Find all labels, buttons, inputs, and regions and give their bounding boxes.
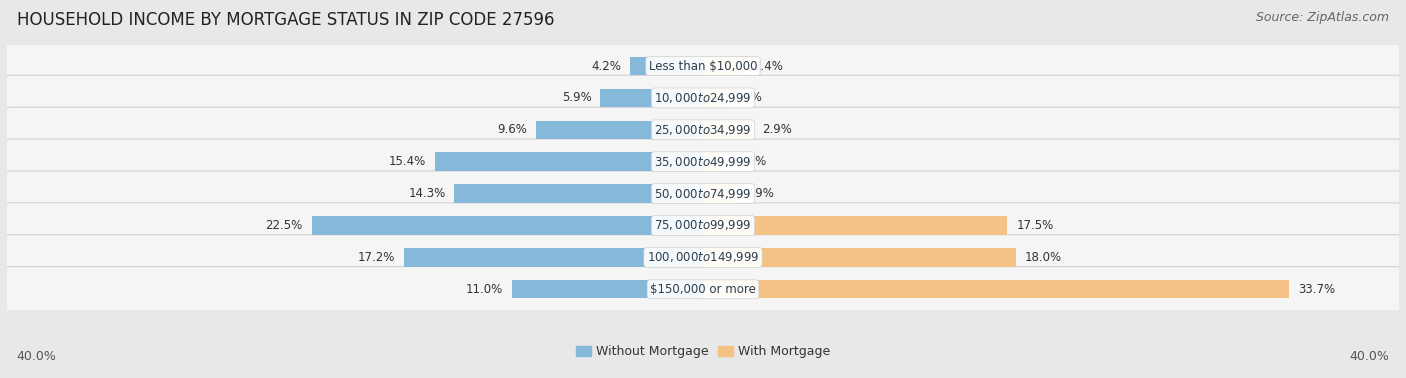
FancyBboxPatch shape (4, 107, 1402, 152)
Legend: Without Mortgage, With Mortgage: Without Mortgage, With Mortgage (572, 341, 834, 362)
FancyBboxPatch shape (4, 235, 1402, 280)
FancyBboxPatch shape (4, 139, 1402, 184)
Text: 33.7%: 33.7% (1298, 283, 1336, 296)
Text: 4.2%: 4.2% (592, 60, 621, 73)
Text: 22.5%: 22.5% (266, 219, 302, 232)
Bar (703, 89, 724, 107)
Bar (512, 280, 703, 299)
Text: $25,000 to $34,999: $25,000 to $34,999 (654, 123, 752, 137)
Bar (630, 57, 703, 75)
Bar (536, 121, 703, 139)
Text: Less than $10,000: Less than $10,000 (648, 60, 758, 73)
Bar (454, 184, 703, 203)
Bar (703, 216, 1008, 235)
Bar (434, 152, 703, 171)
FancyBboxPatch shape (4, 43, 1402, 89)
FancyBboxPatch shape (4, 171, 1402, 216)
Text: 40.0%: 40.0% (17, 350, 56, 363)
Text: 40.0%: 40.0% (1350, 350, 1389, 363)
Text: $50,000 to $74,999: $50,000 to $74,999 (654, 187, 752, 201)
Bar (703, 152, 720, 171)
FancyBboxPatch shape (4, 203, 1402, 248)
Bar (312, 216, 703, 235)
Text: 14.3%: 14.3% (408, 187, 446, 200)
Text: 15.4%: 15.4% (389, 155, 426, 168)
Bar (703, 57, 745, 75)
Text: 11.0%: 11.0% (465, 283, 503, 296)
Text: 2.9%: 2.9% (762, 123, 792, 136)
Text: 5.9%: 5.9% (562, 91, 592, 104)
Text: 2.4%: 2.4% (754, 60, 783, 73)
Text: 17.5%: 17.5% (1017, 219, 1053, 232)
Bar (703, 121, 754, 139)
Bar (703, 248, 1017, 266)
FancyBboxPatch shape (4, 266, 1402, 312)
Text: 1.9%: 1.9% (745, 187, 775, 200)
Text: 18.0%: 18.0% (1025, 251, 1062, 264)
Text: $150,000 or more: $150,000 or more (650, 283, 756, 296)
Text: 9.6%: 9.6% (498, 123, 527, 136)
Text: 0.99%: 0.99% (728, 155, 766, 168)
Text: $35,000 to $49,999: $35,000 to $49,999 (654, 155, 752, 169)
Text: $75,000 to $99,999: $75,000 to $99,999 (654, 218, 752, 232)
Bar (600, 89, 703, 107)
Text: Source: ZipAtlas.com: Source: ZipAtlas.com (1256, 11, 1389, 24)
Text: 17.2%: 17.2% (357, 251, 395, 264)
Bar (703, 280, 1289, 299)
Bar (703, 184, 737, 203)
Text: $10,000 to $24,999: $10,000 to $24,999 (654, 91, 752, 105)
Text: HOUSEHOLD INCOME BY MORTGAGE STATUS IN ZIP CODE 27596: HOUSEHOLD INCOME BY MORTGAGE STATUS IN Z… (17, 11, 554, 29)
Text: $100,000 to $149,999: $100,000 to $149,999 (647, 250, 759, 264)
Text: 1.2%: 1.2% (733, 91, 762, 104)
Bar (404, 248, 703, 266)
FancyBboxPatch shape (4, 75, 1402, 121)
